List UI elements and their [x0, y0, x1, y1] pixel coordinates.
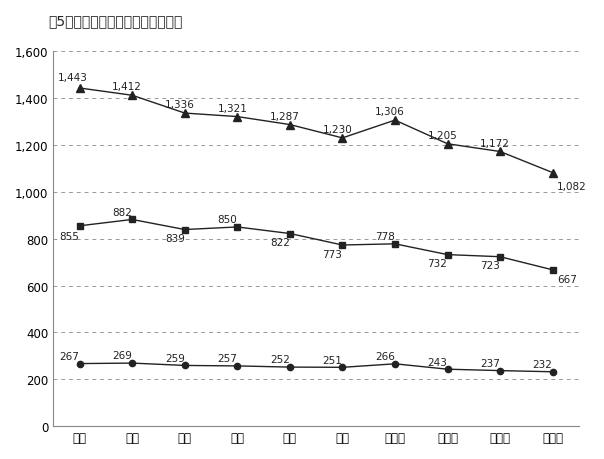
- Text: 252: 252: [270, 355, 290, 364]
- Text: 259: 259: [165, 353, 185, 363]
- Text: 723: 723: [480, 261, 500, 271]
- Text: 822: 822: [270, 238, 290, 248]
- Text: 667: 667: [557, 274, 577, 284]
- Text: 267: 267: [60, 351, 80, 361]
- Text: 251: 251: [323, 355, 342, 365]
- Text: 1,336: 1,336: [165, 100, 194, 110]
- Text: 773: 773: [323, 249, 342, 259]
- Text: 1,412: 1,412: [112, 82, 142, 92]
- Text: 850: 850: [217, 215, 237, 225]
- Text: 839: 839: [165, 234, 185, 244]
- Text: 1,172: 1,172: [480, 138, 510, 148]
- Text: 269: 269: [112, 351, 132, 361]
- Text: 1,205: 1,205: [428, 131, 457, 140]
- Text: 732: 732: [428, 259, 448, 269]
- Text: 1,287: 1,287: [270, 112, 300, 122]
- Text: 1,082: 1,082: [557, 182, 586, 191]
- Text: 232: 232: [533, 359, 553, 369]
- Text: 237: 237: [480, 358, 500, 368]
- Text: 1,443: 1,443: [57, 73, 88, 83]
- Text: 882: 882: [112, 207, 132, 217]
- Text: 855: 855: [60, 231, 80, 241]
- Text: 266: 266: [375, 351, 395, 361]
- Text: 778: 778: [375, 232, 395, 241]
- Text: 257: 257: [217, 353, 237, 364]
- Text: 図5　産業類型別の年次別事業所数: 図5 産業類型別の年次別事業所数: [48, 14, 182, 28]
- Text: 1,230: 1,230: [323, 125, 352, 135]
- Text: 243: 243: [428, 357, 448, 367]
- Text: 1,306: 1,306: [375, 107, 405, 117]
- Text: 1,321: 1,321: [217, 103, 247, 113]
